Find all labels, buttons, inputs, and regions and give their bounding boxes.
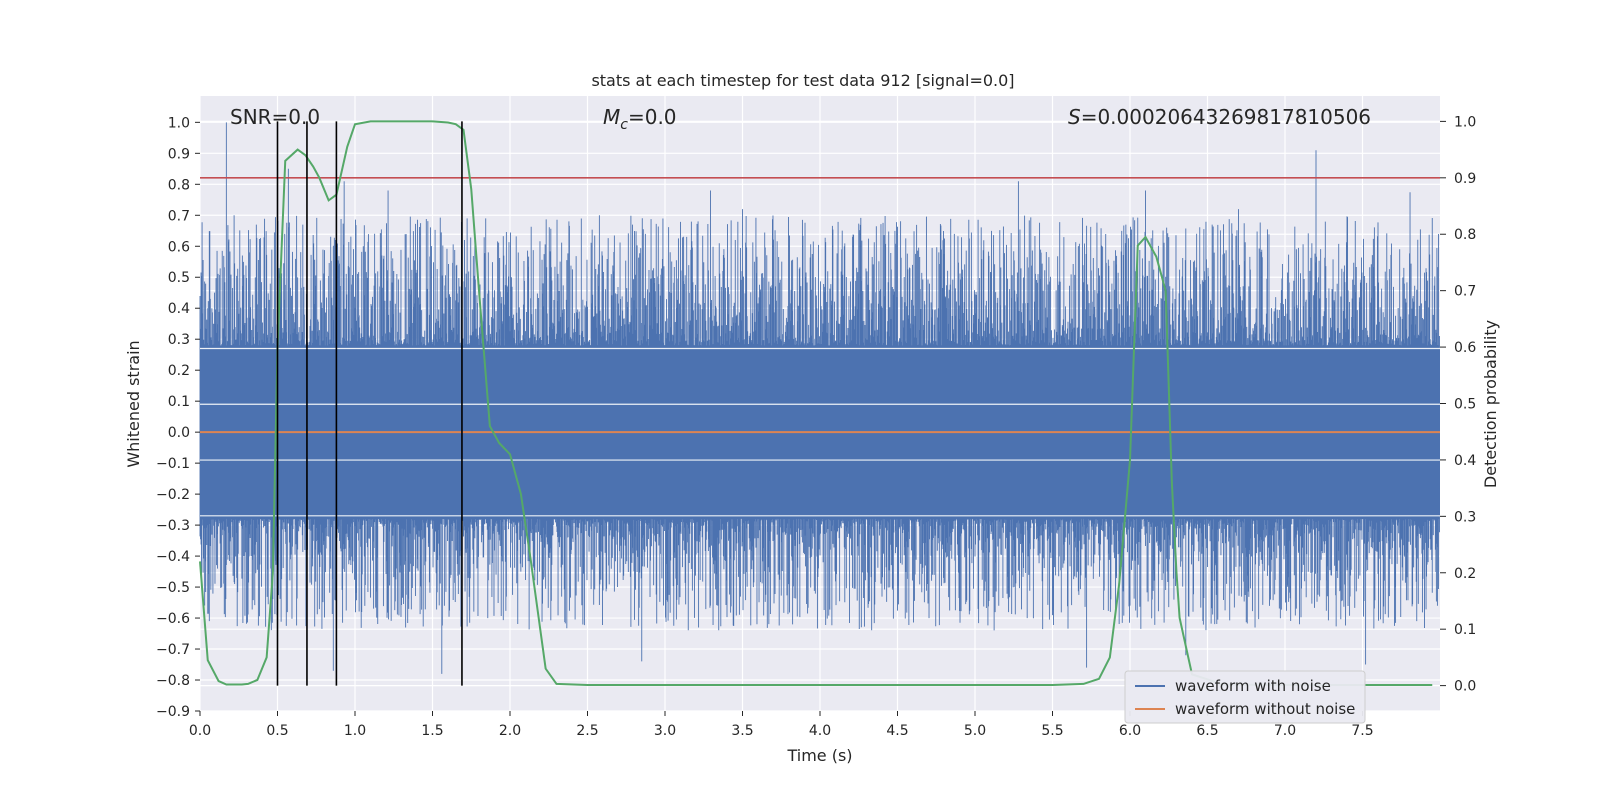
x-tick-label: 5.0: [964, 723, 986, 739]
legend-label: waveform without noise: [1175, 700, 1355, 718]
y-axis-title: Whitened strain: [124, 340, 143, 467]
y-tick-label: 0.1: [168, 394, 190, 410]
x-tick-label: 4.0: [809, 723, 831, 739]
y-tick-label: −0.4: [156, 549, 190, 565]
legend[interactable]: waveform with noise waveform without nois…: [1124, 670, 1366, 724]
y2-axis: 0.0 0.1 0.2 0.3 0.4 0.5 0.6 0.7 0.8 0.9 1.0: [1440, 114, 1476, 695]
x-tick-label: 2.0: [499, 723, 521, 739]
y-tick-label: 0.6: [168, 239, 190, 255]
x-tick-label: 6.0: [1119, 723, 1141, 739]
chirp-mass-annotation: Mc=0.0: [603, 105, 677, 133]
x-tick-label: 0.5: [266, 723, 288, 739]
x-tick-label: 0.0: [189, 723, 211, 739]
y-tick-label: −0.6: [156, 611, 190, 627]
snr-annotation: SNR=0.0: [230, 105, 320, 129]
y2-axis-title: Detection probability: [1481, 320, 1500, 488]
y2-tick-label: 0.4: [1454, 453, 1476, 469]
y-tick-label: 1.0: [168, 115, 190, 131]
x-tick-label: 6.5: [1196, 723, 1218, 739]
x-axis-title: Time (s): [786, 746, 852, 765]
detection-probability-line: [199, 120, 1433, 687]
y2-tick-label: 0.5: [1454, 397, 1476, 413]
y-tick-label: −0.9: [156, 704, 190, 720]
y-tick-label: 0.3: [168, 332, 190, 348]
x-tick-label: 1.0: [344, 723, 366, 739]
y2-tick-label: 0.8: [1454, 227, 1476, 243]
y2-tick-label: 0.9: [1454, 171, 1476, 187]
y-axis: −0.9 −0.8 −0.7 −0.6 −0.5 −0.4 −0.3 −0.2 −0.1 0.0 0…: [156, 115, 200, 720]
chart-title: stats at each timestep for test data 912…: [591, 71, 1014, 90]
x-tick-label: 3.5: [731, 723, 753, 739]
x-tick-label: 2.5: [576, 723, 598, 739]
y-tick-label: 0.0: [168, 425, 190, 441]
y-tick-label: −0.5: [156, 580, 190, 596]
legend-label: waveform with noise: [1175, 677, 1331, 695]
y-tick-label: 0.5: [168, 270, 190, 286]
y2-tick-label: 0.7: [1454, 284, 1476, 300]
y-tick-label: −0.3: [156, 518, 190, 534]
y-tick-label: 0.4: [168, 301, 190, 317]
y-tick-label: −0.1: [156, 456, 190, 472]
x-tick-label: 7.5: [1351, 723, 1373, 739]
y-tick-label: 0.7: [168, 208, 190, 224]
x-tick-label: 5.5: [1041, 723, 1063, 739]
x-tick-label: 3.0: [654, 723, 676, 739]
y-tick-label: 0.2: [168, 363, 190, 379]
y-tick-label: −0.7: [156, 642, 190, 658]
y2-tick-label: 0.3: [1454, 509, 1476, 525]
x-tick-label: 7.0: [1274, 723, 1296, 739]
y-tick-label: −0.2: [156, 487, 190, 503]
y2-tick-label: 0.2: [1454, 566, 1476, 582]
y2-tick-label: 0.0: [1454, 679, 1476, 695]
y-tick-label: −0.8: [156, 673, 190, 689]
x-tick-label: 1.5: [421, 723, 443, 739]
legend-box: [1124, 670, 1366, 724]
y2-tick-label: 0.1: [1454, 622, 1476, 638]
y2-tick-label: 1.0: [1454, 114, 1476, 130]
y-tick-label: 0.9: [168, 146, 190, 162]
y2-tick-label: 0.6: [1454, 340, 1476, 356]
significance-annotation: S=0.00020643269817810506: [1068, 105, 1371, 129]
y-tick-label: 0.8: [168, 177, 190, 193]
annotations: SNR=0.0 Mc=0.0 S=0.00020643269817810506: [230, 105, 1371, 133]
x-tick-label: 4.5: [886, 723, 908, 739]
lines-layer: [199, 120, 1440, 687]
